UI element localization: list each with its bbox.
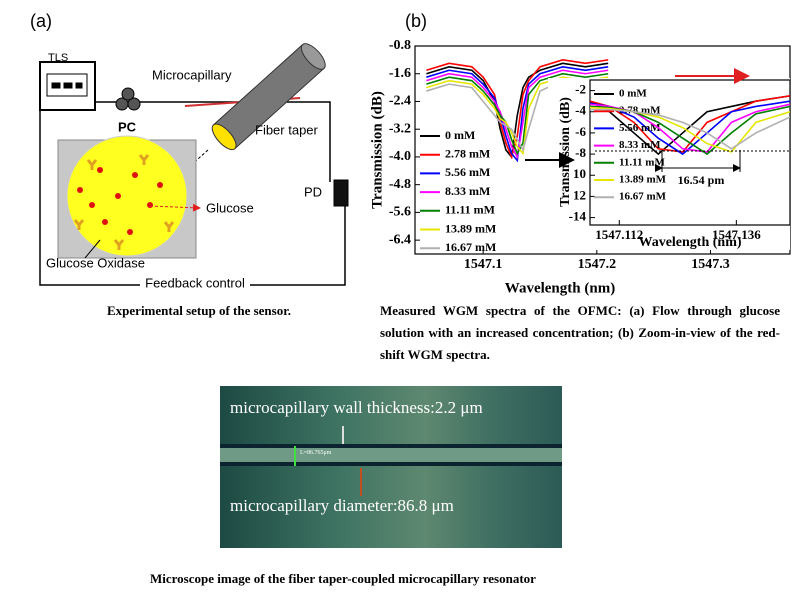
- legend-label: 13.89 mM: [619, 174, 667, 186]
- pc-loop: [121, 87, 135, 101]
- microscope-image: microcapillary wall thickness:2.2 μm L=8…: [220, 386, 562, 548]
- scale-bar: [294, 446, 296, 466]
- microcapillary-label: Microcapillary: [152, 67, 232, 82]
- capillary-core: [220, 448, 562, 462]
- legend-label: 0 mM: [445, 128, 475, 142]
- caption-photo: Microscope image of the fiber taper-coup…: [150, 571, 536, 586]
- x-tick-label: 1547.1: [464, 257, 503, 272]
- glucose-arrow: [149, 203, 201, 212]
- y-tick-label: 12: [573, 187, 586, 202]
- series-line: [590, 108, 790, 150]
- y-tick-label: -4: [575, 103, 586, 118]
- wall-label: microcapillary wall thickness:2.2 μm: [230, 398, 483, 417]
- panel-label: (b): [405, 11, 427, 31]
- fiber-taper-label: Fiber taper: [255, 122, 319, 137]
- y-tick-label: -6.4: [389, 232, 411, 247]
- wall-arrow: [342, 426, 344, 444]
- series-line: [590, 95, 790, 156]
- y-tick-label: -3.2: [389, 121, 411, 136]
- legend-label: 0 mM: [619, 88, 647, 100]
- legend-label: 5.56 mM: [445, 165, 490, 179]
- legend-label: 8.33 mM: [445, 184, 490, 198]
- y-tick-label: -6: [575, 124, 586, 139]
- legend-label: 16.67 mM: [619, 191, 667, 203]
- capillary-wall: [220, 444, 562, 448]
- y-tick-label: -5.6: [389, 205, 411, 220]
- diameter-label: microcapillary diameter:86.8 μm: [230, 496, 454, 515]
- microcapillary-tube: [211, 43, 326, 151]
- feedback-label: Feedback control: [145, 275, 245, 290]
- y-tick-label: -2.4: [389, 94, 411, 109]
- x-tick-label: 1547.112: [595, 227, 643, 242]
- y-tick-label: -4.8: [389, 177, 411, 192]
- oxidase-marks: [73, 154, 175, 250]
- glucose-label: Glucose: [206, 200, 254, 215]
- tls-button: [51, 82, 61, 89]
- pc-loop: [127, 97, 141, 111]
- panel-label: (a): [30, 11, 52, 31]
- tls-label: TLS: [48, 52, 68, 64]
- legend-label: 11.11 mM: [619, 156, 665, 168]
- legend-label: 16.67 mM: [445, 240, 496, 254]
- x-tick-label: 1547.3: [691, 257, 730, 272]
- pd-label: PD: [304, 184, 322, 199]
- tls-screen: [46, 73, 88, 97]
- plot-frame: [589, 79, 791, 226]
- series-line: [426, 59, 609, 160]
- scale-label: L=86.765μm: [300, 450, 332, 456]
- legend-label: 2.78 mM: [445, 146, 490, 160]
- schematic: [39, 43, 349, 286]
- y-tick-label: -14: [569, 209, 587, 224]
- zoom-circle: [66, 135, 188, 257]
- diameter-arrow: [360, 468, 362, 496]
- caption-a: Experimental setup of the sensor.: [107, 303, 292, 318]
- fiber: [95, 101, 331, 182]
- y-axis-label: Transmission (dB): [558, 97, 573, 207]
- x-tick-label: 1547.136: [712, 227, 761, 242]
- oxidase-pointer: [84, 239, 101, 259]
- pd-box: [333, 179, 349, 207]
- x-tick-label: 1547.2: [578, 257, 617, 272]
- y-tick-label: -8: [575, 145, 586, 160]
- caption-b: Measured WGM spectra of the OFMC: (a) Fl…: [380, 303, 780, 362]
- annotation: 16.54 pm: [678, 173, 725, 187]
- x-axis-label: Wavelength (nm): [638, 235, 741, 250]
- glucose-oxidase-label: Glucose Oxidase: [46, 255, 145, 270]
- legend-label: 13.89 mM: [445, 221, 496, 235]
- pc-label: PC: [118, 119, 137, 134]
- capillary-wall: [220, 462, 562, 466]
- y-tick-label: -4.0: [389, 149, 411, 164]
- series-line: [426, 72, 609, 156]
- y-axis-label: Transmission (dB): [369, 91, 385, 209]
- y-tick-label: -0.8: [389, 38, 411, 53]
- series-line: [590, 95, 790, 153]
- legend-label: 11.11 mM: [445, 203, 495, 217]
- tls-button: [63, 82, 73, 89]
- series-line: [426, 65, 609, 163]
- series-line: [426, 69, 609, 160]
- tls-box: [39, 61, 96, 111]
- glucose-dots: [77, 167, 163, 235]
- y-tick-label: -1.6: [389, 66, 411, 81]
- y-tick-label: 10: [573, 166, 586, 181]
- tls-button: [75, 82, 83, 89]
- x-axis-label: Wavelength (nm): [505, 280, 615, 296]
- feedback-label-bg: [140, 276, 250, 292]
- y-tick-label: -2: [575, 82, 586, 97]
- legend-label: 5.56 mM: [619, 122, 661, 134]
- legend-label: 8.33 mM: [619, 139, 661, 151]
